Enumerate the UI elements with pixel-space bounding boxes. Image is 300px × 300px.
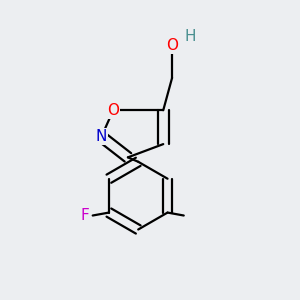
Text: O: O — [107, 103, 119, 118]
Text: F: F — [81, 208, 90, 223]
Text: N: N — [96, 129, 107, 144]
Text: H: H — [184, 29, 196, 44]
Text: O: O — [166, 38, 178, 53]
